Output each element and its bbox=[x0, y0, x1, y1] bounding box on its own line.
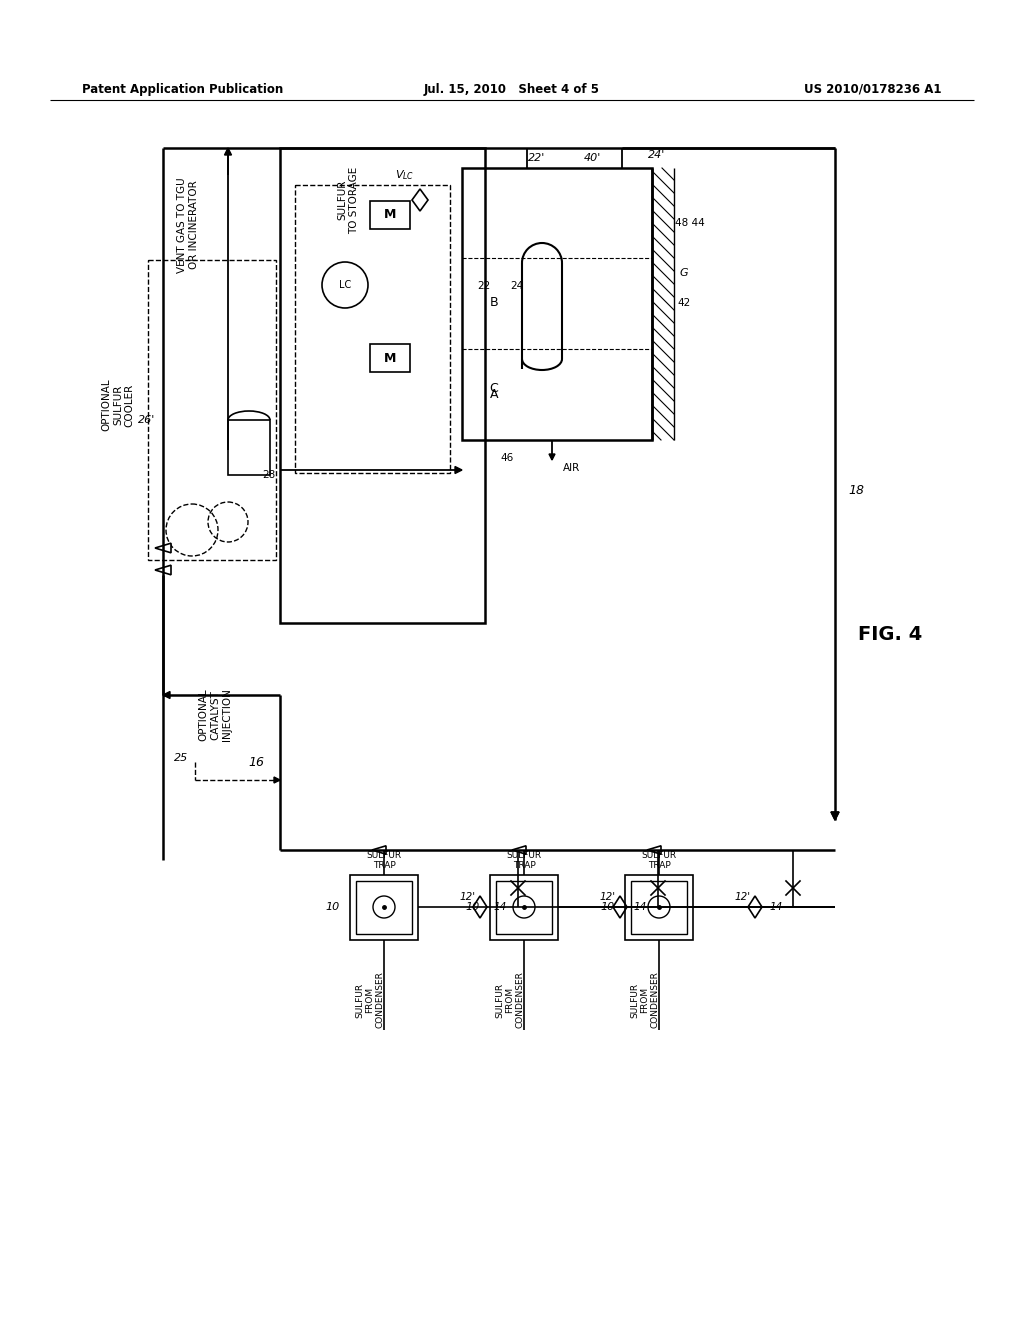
Text: 46: 46 bbox=[501, 453, 514, 463]
Polygon shape bbox=[613, 896, 627, 917]
Text: 42: 42 bbox=[677, 298, 690, 308]
Bar bbox=[280, 148, 485, 623]
Text: 28: 28 bbox=[262, 470, 275, 480]
Polygon shape bbox=[549, 454, 555, 459]
Text: $V_{LC}$: $V_{LC}$ bbox=[395, 168, 415, 182]
Text: 48 44: 48 44 bbox=[675, 218, 705, 228]
Text: AIR: AIR bbox=[563, 463, 581, 473]
Polygon shape bbox=[224, 148, 231, 154]
Text: VENT GAS TO TGU
OR INCINERATOR: VENT GAS TO TGU OR INCINERATOR bbox=[177, 177, 199, 273]
Text: 12': 12' bbox=[600, 892, 616, 902]
Text: 24': 24' bbox=[648, 150, 666, 160]
Text: 10: 10 bbox=[601, 902, 615, 912]
Text: OPTIONAL
SULFUR
COOLER: OPTIONAL SULFUR COOLER bbox=[101, 379, 134, 432]
Text: Jul. 15, 2010   Sheet 4 of 5: Jul. 15, 2010 Sheet 4 of 5 bbox=[424, 82, 600, 95]
Bar bbox=[490, 875, 558, 940]
Text: OPTIONAL
CATALYST
INJECTION: OPTIONAL CATALYST INJECTION bbox=[199, 689, 231, 742]
Text: A: A bbox=[489, 388, 499, 401]
Polygon shape bbox=[831, 812, 839, 820]
Text: C: C bbox=[489, 383, 499, 396]
Bar bbox=[370, 345, 410, 372]
Bar bbox=[631, 880, 687, 935]
Text: SULFUR
FROM
CONDENSER: SULFUR FROM CONDENSER bbox=[495, 972, 525, 1028]
Text: 14: 14 bbox=[769, 902, 782, 912]
Text: M: M bbox=[384, 209, 396, 222]
Text: 14: 14 bbox=[634, 902, 647, 912]
Text: SULFUR
FROM
CONDENSER: SULFUR FROM CONDENSER bbox=[355, 972, 385, 1028]
Polygon shape bbox=[473, 896, 487, 917]
Text: B: B bbox=[489, 297, 499, 309]
Polygon shape bbox=[647, 846, 662, 854]
Polygon shape bbox=[455, 466, 462, 474]
Text: 22: 22 bbox=[477, 281, 490, 290]
Text: 10: 10 bbox=[466, 902, 480, 912]
Text: Patent Application Publication: Patent Application Publication bbox=[82, 82, 284, 95]
Bar bbox=[295, 185, 450, 473]
Text: 10: 10 bbox=[326, 902, 340, 912]
Text: 26': 26' bbox=[138, 414, 155, 425]
Polygon shape bbox=[372, 846, 386, 854]
Text: 18: 18 bbox=[848, 483, 864, 496]
Bar bbox=[356, 880, 412, 935]
Polygon shape bbox=[163, 692, 170, 698]
Text: 22': 22' bbox=[528, 153, 546, 162]
Bar bbox=[625, 875, 693, 940]
Text: US 2010/0178236 A1: US 2010/0178236 A1 bbox=[805, 82, 942, 95]
Text: SULFUR
TO STORAGE: SULFUR TO STORAGE bbox=[337, 166, 358, 234]
Polygon shape bbox=[155, 565, 171, 574]
Text: G: G bbox=[680, 268, 688, 279]
Polygon shape bbox=[831, 812, 839, 820]
Text: SULFUR
TRAP: SULFUR TRAP bbox=[641, 850, 677, 870]
Circle shape bbox=[322, 261, 368, 308]
Text: 14: 14 bbox=[494, 902, 507, 912]
Bar bbox=[370, 201, 410, 228]
Text: SULFUR
FROM
CONDENSER: SULFUR FROM CONDENSER bbox=[630, 972, 659, 1028]
Text: LC: LC bbox=[339, 280, 351, 290]
Text: SULFUR
TRAP: SULFUR TRAP bbox=[507, 850, 542, 870]
Bar bbox=[228, 420, 270, 475]
Text: 12': 12' bbox=[735, 892, 751, 902]
Text: M: M bbox=[384, 351, 396, 364]
Text: FIG. 4: FIG. 4 bbox=[858, 626, 923, 644]
Polygon shape bbox=[155, 544, 171, 553]
Bar bbox=[496, 880, 552, 935]
Text: 16: 16 bbox=[248, 755, 264, 768]
Bar bbox=[350, 875, 418, 940]
Text: 25: 25 bbox=[174, 752, 188, 763]
Polygon shape bbox=[512, 846, 526, 854]
Bar bbox=[462, 168, 652, 440]
Polygon shape bbox=[412, 189, 428, 211]
Polygon shape bbox=[274, 777, 280, 783]
Polygon shape bbox=[748, 896, 762, 917]
Text: 24: 24 bbox=[510, 281, 523, 290]
Text: SULFUR
TRAP: SULFUR TRAP bbox=[367, 850, 401, 870]
Bar bbox=[148, 260, 276, 560]
Text: 40': 40' bbox=[584, 153, 601, 162]
Text: 12': 12' bbox=[460, 892, 476, 902]
